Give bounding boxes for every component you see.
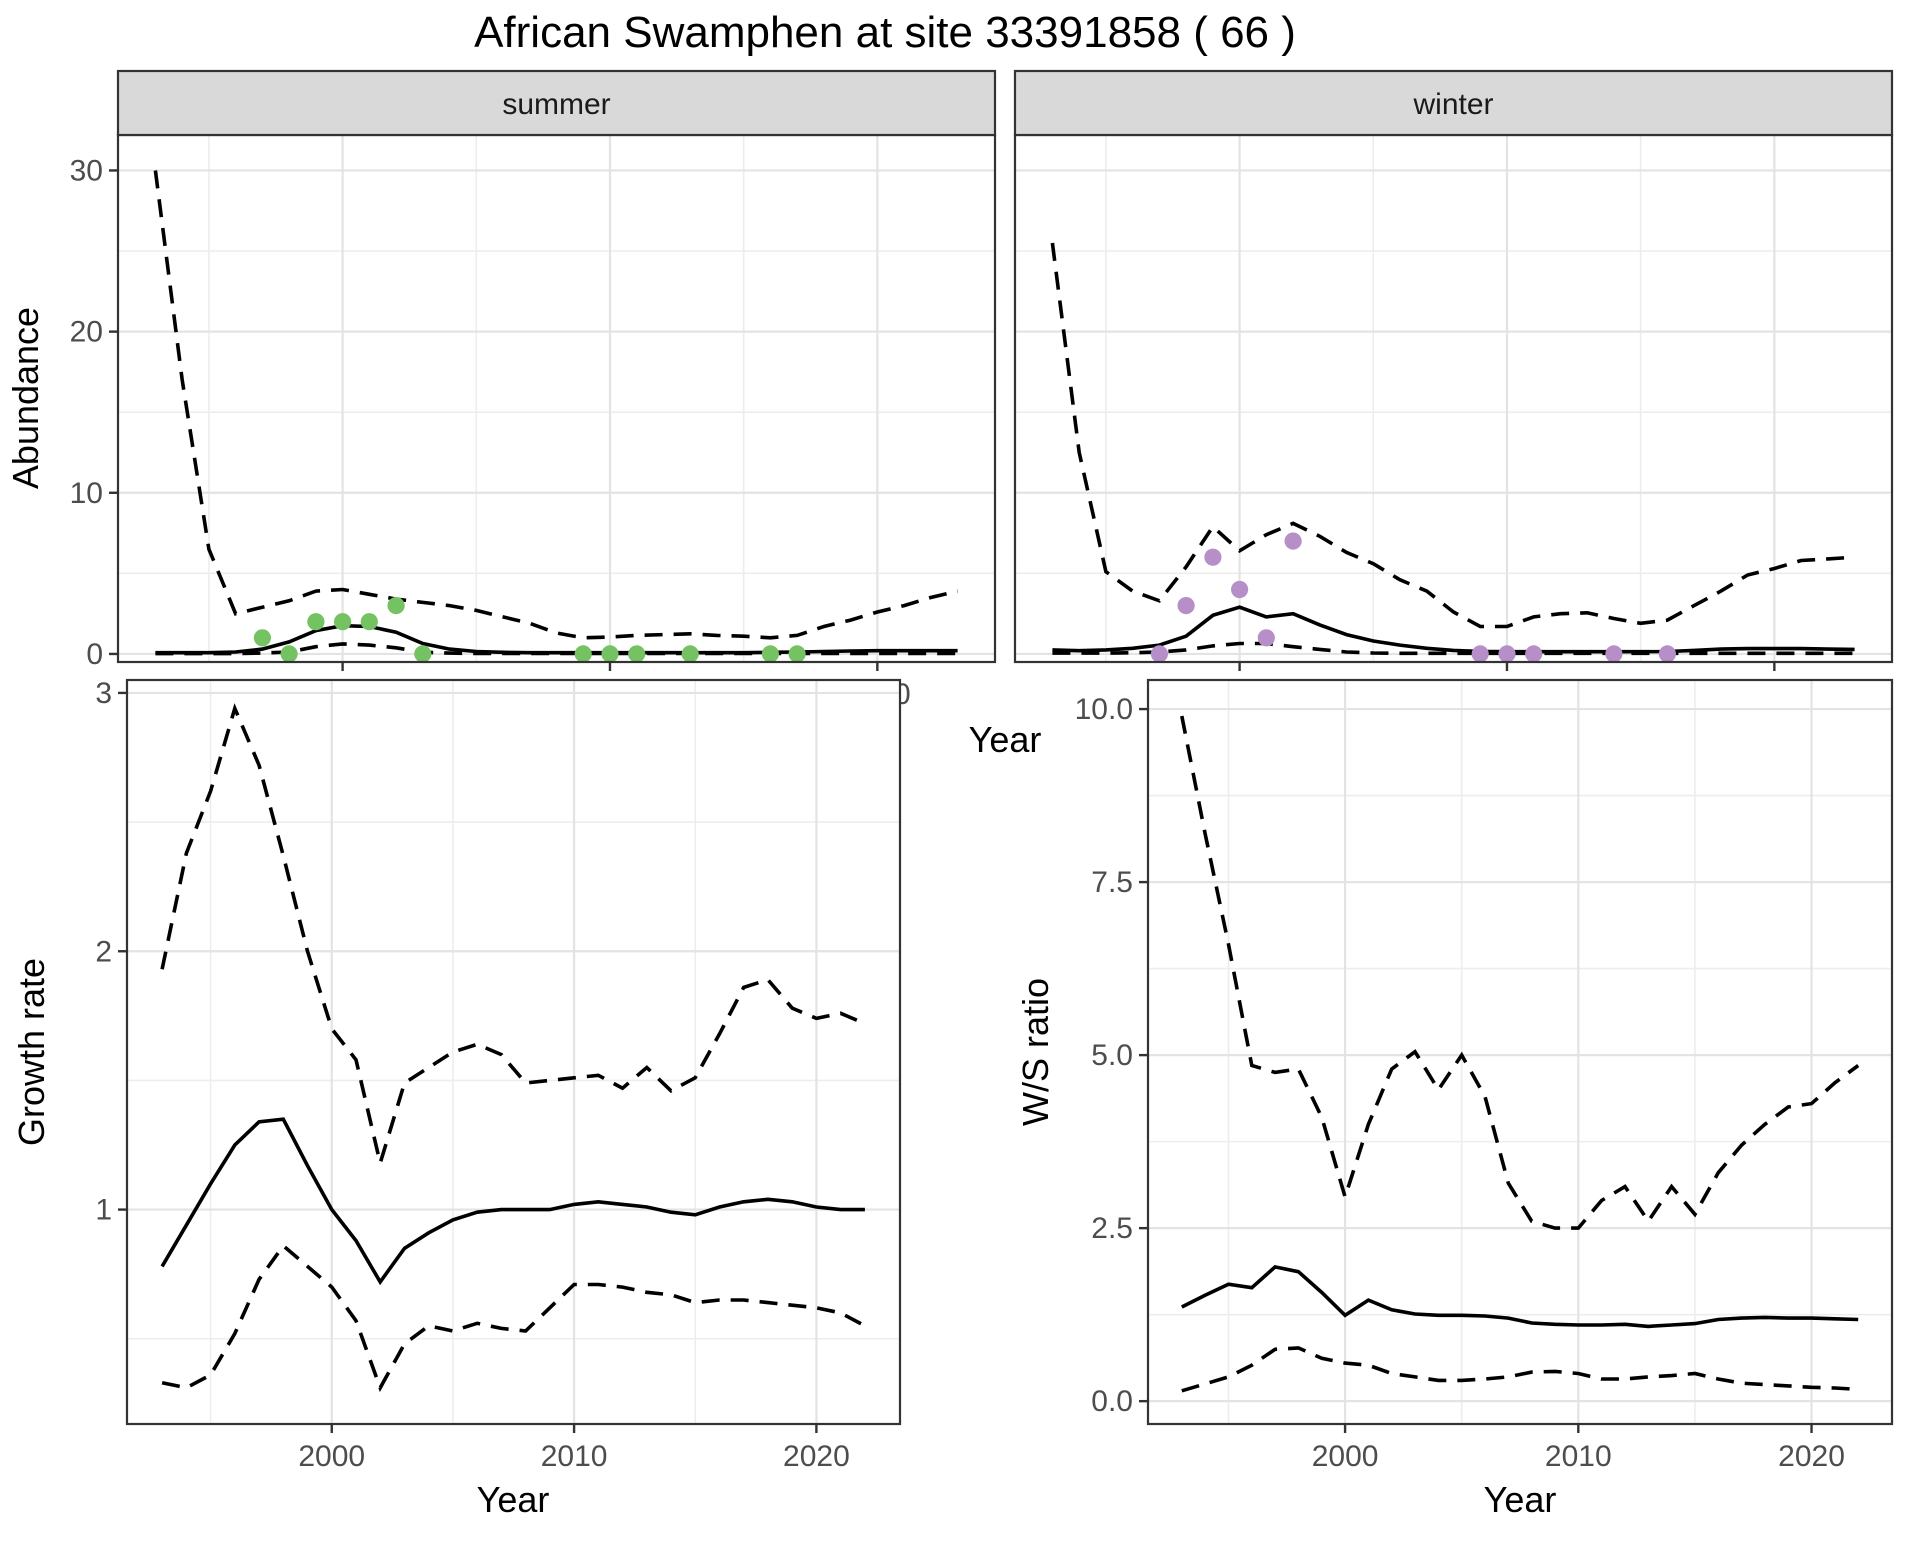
panel-background [127, 680, 900, 1424]
series-upper_95_ci [1050, 242, 1855, 629]
y-tick-label: 10 [70, 477, 103, 510]
x-tick-label: 2020 [1778, 1440, 1845, 1473]
observation-point [1231, 580, 1249, 599]
panel-border [1146, 678, 1894, 1426]
observation-point [307, 613, 325, 631]
series-lower_95_ci [1181, 1346, 1859, 1393]
series-median_growth_rate [160, 1117, 865, 1286]
panel-growth-rate: 2000 2010 2020 1 2 3 [95, 677, 902, 1473]
facet-strip-label-winter: winter [1412, 88, 1493, 121]
observation-point [628, 645, 646, 663]
x-tick-label: 2020 [783, 1440, 850, 1473]
panel-ws-ratio: 2000 2010 2020 0.0 2.5 5.0 7.5 10.0 [1075, 678, 1894, 1473]
panel-background [1148, 680, 1892, 1424]
observation-point [574, 645, 592, 663]
observation-point [1525, 645, 1543, 663]
y-tick-label: 30 [70, 154, 103, 187]
x-tick-label: 2000 [1312, 1440, 1379, 1473]
observation-point [1177, 597, 1195, 615]
observation-point [1658, 645, 1676, 663]
observation-point [414, 645, 432, 663]
observation-point [360, 613, 378, 631]
observation-point [681, 645, 699, 663]
x-axis-title-year-growth: Year [477, 1479, 550, 1520]
observation-point [280, 645, 298, 663]
observation-point [1498, 645, 1516, 663]
series-upper_95_ci [160, 703, 866, 1171]
facet-strip-winter [1013, 69, 1894, 137]
observed_counts_summer [253, 597, 806, 663]
y-tick-label: 10.0 [1075, 693, 1133, 726]
observation-point [761, 645, 780, 663]
series-predicted_median [155, 623, 958, 655]
x-tick-label: 2010 [541, 1440, 608, 1473]
observation-point [1605, 645, 1623, 663]
observation-point [1471, 645, 1489, 663]
series-median_ws_ratio [1180, 1264, 1859, 1329]
observation-point [1284, 532, 1302, 550]
x-axis-title-year-top: Year [969, 719, 1042, 760]
panel-abundance-summer: 2000201020200102030summer [70, 69, 997, 711]
plot-title: African Swamphen at site 33391858 ( 66 ) [474, 8, 1296, 57]
series-predicted_median [1052, 605, 1855, 654]
y-tick-label: 20 [70, 316, 103, 349]
panel-abundance-winter: 200020102020winter [1013, 69, 1894, 711]
series-upper_95_ci [153, 170, 959, 640]
facet-strip-label-summer: summer [502, 88, 610, 121]
series-lower_95_ci [1052, 641, 1855, 656]
y-tick-label: 1 [95, 1194, 112, 1227]
observation-point [387, 597, 405, 615]
y-tick-label: 3 [95, 677, 112, 710]
panel-border [125, 678, 902, 1426]
y-tick-label: 0.0 [1091, 1385, 1133, 1418]
y-axis-title-abundance: Abundance [5, 307, 46, 489]
y-tick-label: 2.5 [1091, 1212, 1133, 1245]
observation-point [1150, 645, 1168, 663]
observation-point [1257, 629, 1275, 647]
y-tick-label: 2 [95, 935, 112, 968]
facet-strip-summer [116, 69, 997, 137]
series-lower_95_ci [161, 1243, 866, 1393]
x-tick-label: 2000 [298, 1440, 365, 1473]
y-axis-title-growth-rate: Growth rate [11, 958, 52, 1146]
observation-point [334, 613, 352, 631]
observation-point [788, 645, 806, 663]
panel-background [118, 135, 995, 662]
observed_counts_winter [1150, 532, 1676, 663]
x-tick-label: 2010 [1545, 1440, 1612, 1473]
x-axis-title-year-ws: Year [1484, 1479, 1557, 1520]
y-tick-label: 7.5 [1091, 866, 1133, 899]
y-axis-title-ws-ratio: W/S ratio [1015, 978, 1056, 1126]
observation-point [253, 629, 271, 647]
y-tick-label: 5.0 [1091, 1039, 1133, 1072]
y-tick-label: 0 [86, 638, 103, 671]
observation-point [1204, 548, 1222, 566]
observation-point [601, 645, 619, 663]
panel-background [1015, 135, 1892, 662]
